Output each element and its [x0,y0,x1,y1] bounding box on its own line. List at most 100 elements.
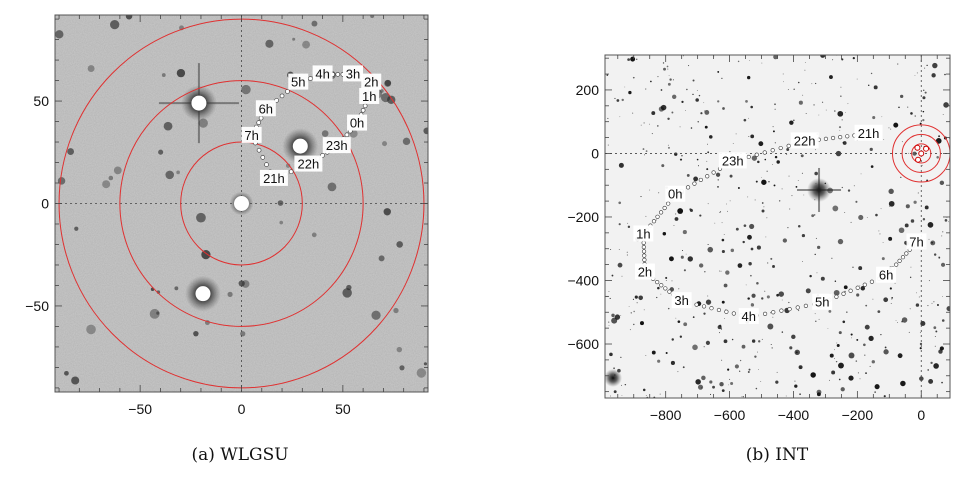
field-star [794,384,798,388]
field-star [783,81,784,83]
trajectory-point [362,103,368,109]
field-star [682,230,687,235]
field-star [927,305,929,307]
field-star [838,331,842,335]
field-star [851,337,853,339]
field-star [750,247,754,251]
field-star [174,286,179,291]
hour-label-background [288,73,309,90]
field-star [883,297,889,303]
field-star [872,298,874,300]
hour-label: 4h [742,309,756,324]
hour-label-background [347,114,368,131]
field-star [657,359,661,363]
field-star [87,65,95,73]
field-star [847,189,851,192]
field-star [679,335,683,338]
field-star [729,174,733,178]
field-star [825,109,827,111]
field-star [870,165,874,168]
field-star [913,200,917,204]
field-star [827,328,829,329]
field-star [302,40,311,49]
field-star [804,69,806,71]
field-star [927,369,929,371]
field-star [853,185,855,187]
search-circle [180,141,303,266]
field-star [697,165,699,167]
hour-label: 1h [636,226,650,241]
field-star [922,164,923,166]
field-star [627,58,630,61]
field-star [621,98,624,102]
field-star [657,76,659,78]
field-star [201,250,211,260]
field-star [667,68,669,70]
field-star [864,354,866,356]
field-star [940,349,942,351]
field-star [829,353,834,358]
field-star [704,125,708,129]
field-star [634,295,638,299]
field-star [942,231,944,233]
field-star [707,246,714,253]
field-star [922,96,926,100]
field-star [721,249,725,254]
field-star [852,57,855,60]
field-star [665,351,668,354]
field-star [771,347,773,349]
field-star [847,103,849,105]
field-star [617,262,623,268]
field-star [685,253,687,255]
field-star [666,65,669,68]
trajectory-point [786,143,791,148]
field-star [948,221,950,223]
field-star [630,312,632,314]
field-star [868,335,874,341]
field-star [840,387,845,392]
field-star [766,295,770,299]
hour-label-background [718,152,747,169]
field-star [665,280,667,281]
field-star [311,232,317,238]
field-star [737,60,740,63]
field-star [721,222,723,224]
field-star [279,220,284,225]
field-star [715,172,721,177]
field-star [770,257,773,260]
field-star [751,339,756,343]
field-star [850,333,853,336]
trajectory-point [855,285,860,290]
field-star [621,395,623,396]
field-star [739,370,741,372]
field-star [628,90,632,95]
field-star [725,270,730,275]
field-star [675,213,677,215]
field-star [869,147,873,151]
field-star [682,366,685,369]
field-star [840,86,842,88]
field-star [698,94,701,97]
field-star [754,355,757,358]
field-star [927,222,934,228]
field-star [787,89,789,90]
field-star [681,250,683,251]
field-star [649,189,651,191]
hour-label: 22h [794,133,816,148]
field-star [663,67,666,71]
hour-label: 3h [346,66,360,81]
field-star [416,368,427,378]
trajectory-point [746,154,751,160]
field-star [891,297,893,299]
hour-label-background [294,155,323,172]
trajectory-point [845,134,850,139]
field-star [745,284,747,286]
star-marker [915,156,922,163]
field-star [683,322,688,327]
field-star [606,74,609,76]
field-star [943,102,949,108]
field-star [686,174,690,177]
star-marker [191,95,207,111]
field-star [619,116,621,118]
field-star [782,238,787,243]
